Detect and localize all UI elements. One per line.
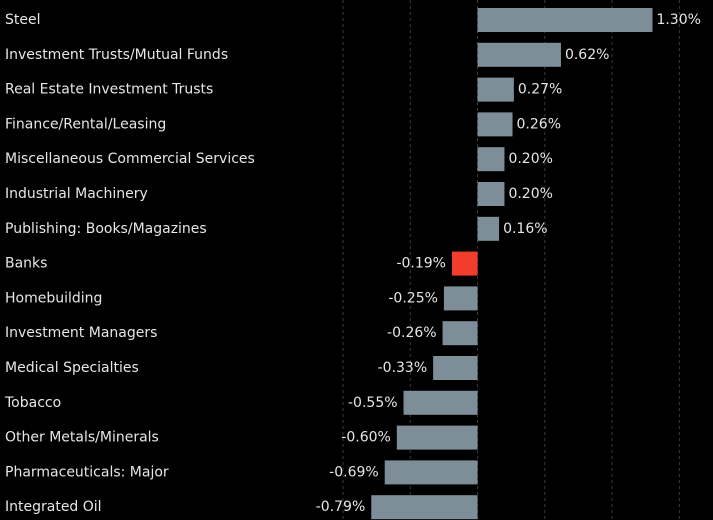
value-label: 0.20% [508,151,552,167]
category-label: Miscellaneous Commercial Services [5,151,255,167]
value-label: 0.27% [518,82,562,98]
bar [433,356,478,380]
bar [451,251,478,276]
category-label: Investment Trusts/Mutual Funds [5,47,228,63]
category-label: Pharmaceuticals: Major [5,464,169,480]
bar [371,495,478,520]
value-label: -0.33% [378,360,428,376]
category-label: Homebuilding [5,290,102,306]
bar [477,147,505,172]
bar [396,425,478,450]
bar [403,390,478,415]
category-label: Medical Specialties [5,360,139,376]
category-label: Other Metals/Minerals [5,430,159,446]
value-label: 0.62% [565,47,609,63]
bar [477,8,653,32]
bar [477,77,514,102]
value-label: -0.19% [396,256,446,272]
category-label: Publishing: Books/Magazines [5,221,207,237]
category-label: Real Estate Investment Trusts [5,82,213,98]
value-label: -0.55% [348,395,398,411]
bar [442,321,478,346]
value-label: -0.25% [388,290,438,306]
bar [477,182,505,206]
value-label: 0.20% [508,186,552,202]
bar [443,286,478,311]
bar [384,460,478,485]
value-label: -0.60% [341,430,391,446]
value-label: 0.26% [517,116,561,132]
category-label: Tobacco [4,395,61,411]
category-label: Integrated Oil [5,499,102,515]
category-label: Steel [5,12,41,28]
bar [477,42,561,67]
category-label: Banks [5,256,47,272]
category-label: Industrial Machinery [5,186,148,202]
value-label: 0.16% [503,221,547,237]
value-label: -0.79% [316,499,366,515]
category-label: Investment Managers [5,325,157,341]
bar [477,216,500,241]
value-label: -0.26% [387,325,437,341]
bar [477,112,513,137]
value-label: -0.69% [329,464,379,480]
value-label: 1.30% [656,12,700,28]
category-label: Finance/Rental/Leasing [5,116,166,132]
